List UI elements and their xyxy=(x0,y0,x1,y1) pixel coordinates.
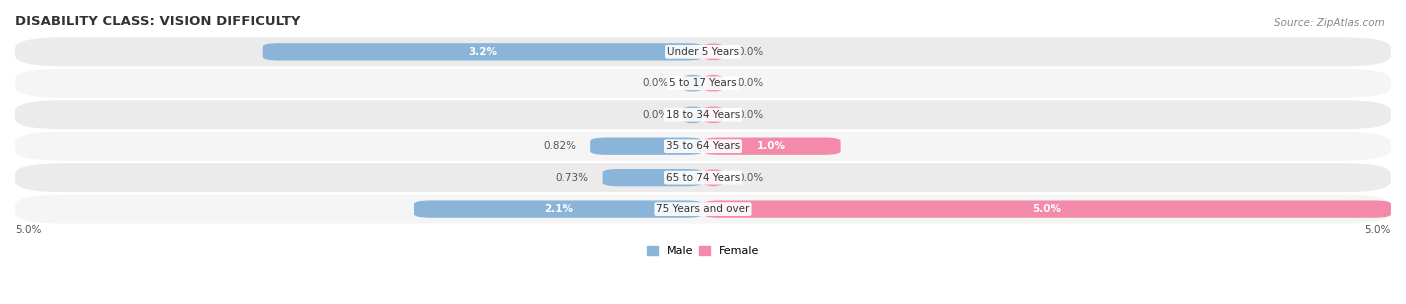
FancyBboxPatch shape xyxy=(682,106,703,123)
Text: 65 to 74 Years: 65 to 74 Years xyxy=(666,173,740,183)
Text: 75 Years and over: 75 Years and over xyxy=(657,204,749,214)
Text: 2.1%: 2.1% xyxy=(544,204,574,214)
Text: 3.2%: 3.2% xyxy=(468,47,498,57)
FancyBboxPatch shape xyxy=(703,106,724,123)
Text: 0.0%: 0.0% xyxy=(737,110,763,120)
Text: Under 5 Years: Under 5 Years xyxy=(666,47,740,57)
FancyBboxPatch shape xyxy=(15,69,1391,98)
Text: 5.0%: 5.0% xyxy=(1365,226,1391,235)
Text: 0.0%: 0.0% xyxy=(737,173,763,183)
Text: 1.0%: 1.0% xyxy=(758,141,786,151)
FancyBboxPatch shape xyxy=(591,137,703,155)
FancyBboxPatch shape xyxy=(703,169,724,186)
Text: 0.82%: 0.82% xyxy=(543,141,576,151)
FancyBboxPatch shape xyxy=(413,200,703,218)
FancyBboxPatch shape xyxy=(15,195,1391,223)
Text: 5 to 17 Years: 5 to 17 Years xyxy=(669,78,737,88)
FancyBboxPatch shape xyxy=(682,75,703,92)
Text: 0.73%: 0.73% xyxy=(555,173,589,183)
Text: 0.0%: 0.0% xyxy=(737,78,763,88)
FancyBboxPatch shape xyxy=(15,163,1391,192)
FancyBboxPatch shape xyxy=(15,132,1391,161)
Text: Source: ZipAtlas.com: Source: ZipAtlas.com xyxy=(1274,18,1385,28)
Text: 18 to 34 Years: 18 to 34 Years xyxy=(666,110,740,120)
Text: 0.0%: 0.0% xyxy=(737,47,763,57)
FancyBboxPatch shape xyxy=(603,169,703,186)
FancyBboxPatch shape xyxy=(15,37,1391,66)
Text: 5.0%: 5.0% xyxy=(1032,204,1062,214)
FancyBboxPatch shape xyxy=(703,75,724,92)
FancyBboxPatch shape xyxy=(703,137,841,155)
FancyBboxPatch shape xyxy=(703,200,1391,218)
Text: DISABILITY CLASS: VISION DIFFICULTY: DISABILITY CLASS: VISION DIFFICULTY xyxy=(15,15,301,28)
Text: 5.0%: 5.0% xyxy=(15,226,41,235)
FancyBboxPatch shape xyxy=(703,43,724,60)
Text: 35 to 64 Years: 35 to 64 Years xyxy=(666,141,740,151)
Text: 0.0%: 0.0% xyxy=(643,78,669,88)
Text: 0.0%: 0.0% xyxy=(643,110,669,120)
FancyBboxPatch shape xyxy=(15,100,1391,129)
Legend: Male, Female: Male, Female xyxy=(643,241,763,261)
FancyBboxPatch shape xyxy=(263,43,703,60)
